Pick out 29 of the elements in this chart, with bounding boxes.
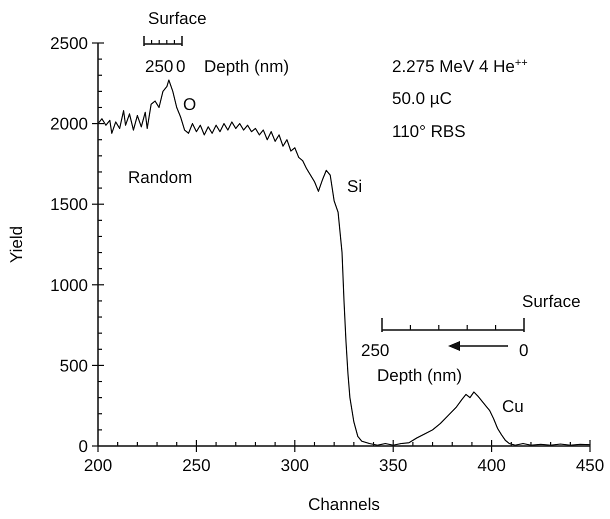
y-tick-label: 2000 (50, 114, 88, 134)
y-tick-label: 500 (60, 356, 88, 376)
y-tick-label: 2500 (50, 34, 88, 53)
annotation: 2.275 MeV 4 He$^{++}$ (392, 57, 528, 76)
annotation: 110° RBS (392, 122, 466, 141)
annotation: 250 (361, 341, 390, 360)
annotation: 0 (519, 341, 528, 360)
annotation: Depth (nm) (377, 366, 462, 385)
annotation: 0 (176, 57, 186, 76)
text: Surface (148, 9, 207, 28)
x-tick-label: 350 (379, 456, 408, 475)
x-tick-label: 250 (182, 456, 211, 475)
x-tick-label: 400 (477, 456, 506, 475)
y-tick-label: 1500 (50, 195, 88, 214)
x-axis-title: Channels (308, 495, 380, 514)
y-tick-label: 0 (78, 437, 88, 456)
y-axis-title: Yield (7, 226, 26, 264)
x-tick-label: 300 (280, 456, 309, 475)
annotation: Cu (502, 397, 524, 416)
annotation: Random (128, 168, 192, 187)
annotation: O (183, 95, 196, 114)
annotation: 50.0 µC (392, 89, 452, 108)
x-tick-label: 200 (84, 456, 112, 475)
annotation: Surface (522, 292, 581, 311)
annotation: Si (347, 177, 362, 196)
x-tick-label: 450 (576, 456, 604, 475)
annotation: 250 (145, 57, 174, 76)
y-tick-label: 1000 (50, 276, 88, 295)
annotation: Depth (nm) (204, 57, 290, 76)
